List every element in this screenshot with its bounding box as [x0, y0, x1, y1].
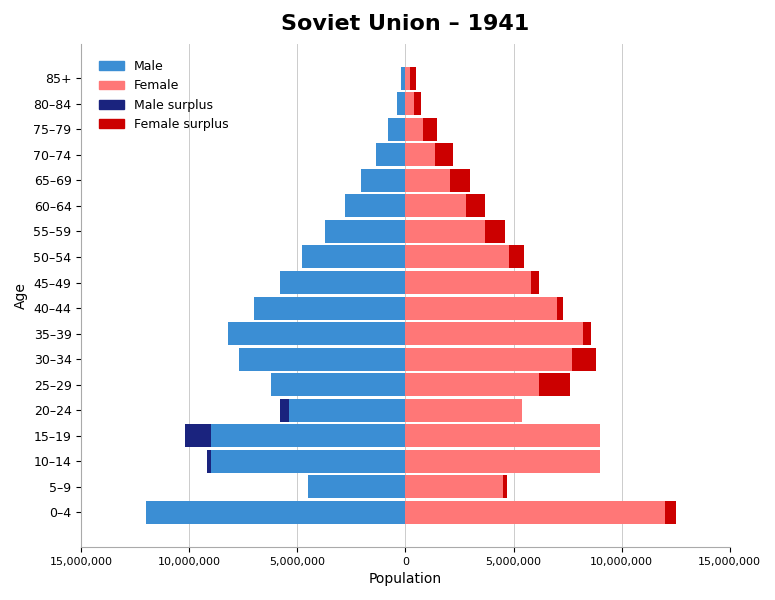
Bar — [146, 501, 405, 524]
Bar — [405, 475, 503, 499]
Bar — [405, 220, 485, 243]
Bar — [405, 450, 600, 473]
Bar — [207, 450, 211, 473]
Bar — [405, 169, 449, 192]
Bar — [665, 501, 676, 524]
Bar — [254, 296, 405, 320]
Bar — [405, 373, 539, 396]
Bar — [361, 169, 405, 192]
Bar — [405, 143, 435, 166]
Title: Soviet Union – 1941: Soviet Union – 1941 — [281, 14, 529, 34]
Bar — [405, 118, 422, 141]
Bar — [239, 347, 405, 371]
Bar — [405, 67, 410, 89]
Bar — [583, 322, 591, 345]
Bar — [435, 143, 453, 166]
Bar — [280, 399, 289, 422]
Bar — [405, 271, 531, 294]
Bar — [405, 296, 556, 320]
Bar — [509, 245, 525, 268]
Bar — [326, 220, 405, 243]
Bar — [556, 296, 563, 320]
Bar — [405, 347, 572, 371]
Bar — [405, 399, 522, 422]
Bar — [539, 373, 570, 396]
X-axis label: Population: Population — [369, 572, 442, 586]
Bar — [401, 67, 405, 89]
Bar — [398, 92, 405, 115]
Bar — [414, 92, 421, 115]
Bar — [229, 322, 405, 345]
Bar — [388, 118, 405, 141]
Bar — [345, 194, 405, 217]
Bar — [301, 245, 405, 268]
Bar — [410, 67, 416, 89]
Bar — [405, 245, 509, 268]
Bar — [271, 373, 405, 396]
Bar — [185, 424, 211, 448]
Bar — [405, 92, 414, 115]
Bar — [503, 475, 507, 499]
Bar — [211, 424, 405, 448]
Bar — [405, 424, 600, 448]
Bar — [405, 194, 466, 217]
Bar — [449, 169, 470, 192]
Legend: Male, Female, Male surplus, Female surplus: Male, Female, Male surplus, Female surpl… — [94, 55, 233, 136]
Bar — [466, 194, 485, 217]
Y-axis label: Age: Age — [14, 282, 28, 309]
Bar — [485, 220, 505, 243]
Bar — [211, 450, 405, 473]
Bar — [422, 118, 437, 141]
Bar — [377, 143, 405, 166]
Bar — [289, 399, 405, 422]
Bar — [405, 322, 583, 345]
Bar — [572, 347, 596, 371]
Bar — [308, 475, 405, 499]
Bar — [531, 271, 539, 294]
Bar — [405, 501, 665, 524]
Bar — [280, 271, 405, 294]
